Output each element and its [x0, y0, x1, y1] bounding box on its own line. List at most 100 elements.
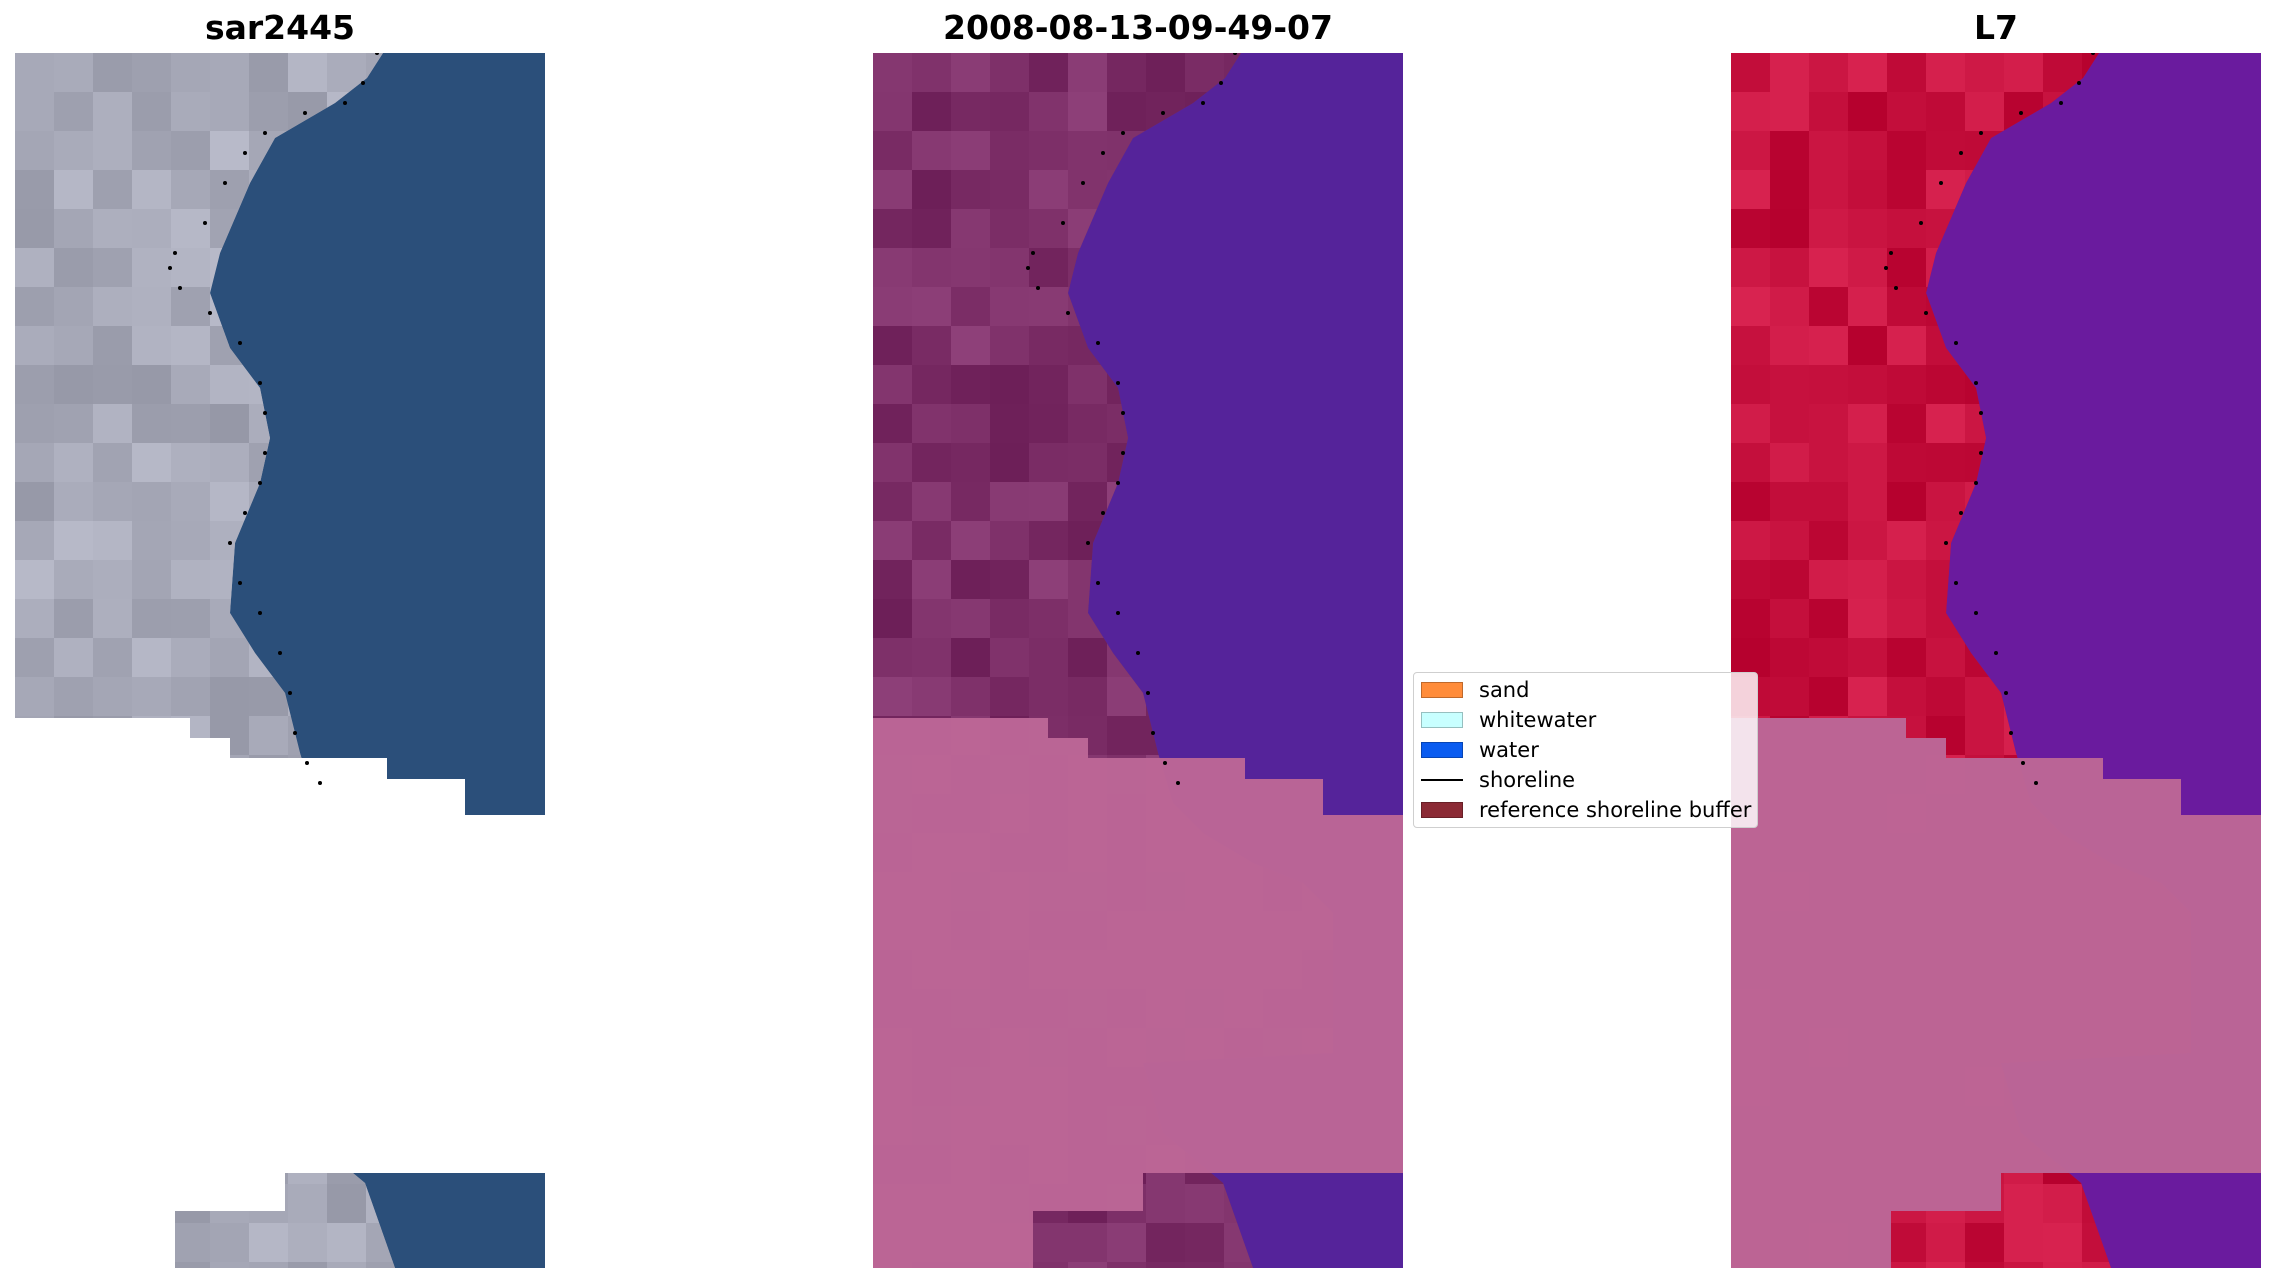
- shoreline-point: [1959, 511, 1963, 515]
- shoreline-point: [1974, 381, 1978, 385]
- legend-item-sand: sand: [1421, 676, 1529, 704]
- shoreline-point: [238, 341, 242, 345]
- shoreline-point: [223, 181, 227, 185]
- shoreline: [168, 53, 379, 785]
- shoreline-point: [2019, 111, 2023, 115]
- shoreline: [1884, 53, 2095, 785]
- reference-shoreline-buffer: [873, 718, 1403, 1268]
- legend-item-water: water: [1421, 736, 1539, 764]
- legend-label-water: water: [1479, 738, 1539, 762]
- shoreline-point: [1116, 481, 1120, 485]
- shoreline-point: [1101, 151, 1105, 155]
- shoreline-point: [1116, 611, 1120, 615]
- false-color-image: [1731, 53, 2261, 1268]
- shoreline-point: [1233, 53, 1237, 55]
- shoreline-point: [228, 541, 232, 545]
- shoreline-point: [1136, 651, 1140, 655]
- shoreline-point: [263, 451, 267, 455]
- shoreline-point: [258, 381, 262, 385]
- legend-swatch-sand: [1421, 682, 1463, 698]
- legend-label-shoreline: shoreline: [1479, 768, 1576, 792]
- shoreline-point: [178, 286, 182, 290]
- legend-swatch-reference-shoreline-buffer: [1421, 802, 1463, 818]
- legend-label-whitewater: whitewater: [1479, 708, 1597, 732]
- shoreline-point: [1121, 411, 1125, 415]
- classified-image: [873, 53, 1403, 1268]
- legend-item-reference-shoreline-buffer: reference shoreline buffer: [1421, 796, 1751, 824]
- legend-swatch-whitewater: [1421, 712, 1463, 728]
- shoreline-point: [1979, 131, 1983, 135]
- shoreline-point: [288, 691, 292, 695]
- shoreline-point: [2059, 101, 2063, 105]
- shoreline-point: [1086, 541, 1090, 545]
- legend-swatch-shoreline: [1421, 779, 1463, 781]
- shoreline-point: [258, 611, 262, 615]
- rgb-satellite-image: [15, 53, 545, 1268]
- shoreline-point: [1884, 266, 1888, 270]
- shoreline: [1026, 53, 1237, 785]
- shoreline-point: [1151, 731, 1155, 735]
- shoreline-point: [1146, 691, 1150, 695]
- shoreline-point: [1161, 111, 1165, 115]
- shoreline-point: [258, 481, 262, 485]
- legend-item-shoreline: shoreline: [1421, 766, 1575, 794]
- shoreline-point: [1101, 511, 1105, 515]
- shoreline-point: [2009, 731, 2013, 735]
- shoreline-point: [293, 731, 297, 735]
- shoreline-point: [263, 131, 267, 135]
- shoreline-point: [1894, 286, 1898, 290]
- shoreline-point: [208, 311, 212, 315]
- shoreline-point: [1994, 651, 1998, 655]
- shoreline-point: [303, 111, 307, 115]
- shoreline-point: [1979, 411, 1983, 415]
- shoreline-point: [238, 581, 242, 585]
- legend-label-reference-shoreline-buffer: reference shoreline buffer: [1479, 798, 1752, 822]
- legend: sand whitewater water shoreline referenc…: [1413, 672, 1758, 828]
- shoreline-point: [1121, 131, 1125, 135]
- panel-title-l7: L7: [1974, 8, 2018, 47]
- shoreline-point: [1176, 781, 1180, 785]
- shoreline-point: [1974, 611, 1978, 615]
- shoreline-point: [343, 101, 347, 105]
- reference-shoreline-buffer: [1731, 718, 2261, 1268]
- shoreline-point: [1096, 581, 1100, 585]
- shoreline-point: [243, 511, 247, 515]
- shoreline-point: [1959, 151, 1963, 155]
- shoreline-point: [1026, 266, 1030, 270]
- shoreline-point: [1889, 251, 1893, 255]
- shoreline-point: [1081, 181, 1085, 185]
- shoreline-point: [1944, 541, 1948, 545]
- shoreline-point: [1219, 81, 1223, 85]
- shoreline-point: [2034, 781, 2038, 785]
- legend-label-sand: sand: [1479, 678, 1530, 702]
- shoreline-point: [2091, 53, 2095, 55]
- legend-swatch-water: [1421, 742, 1463, 758]
- shoreline-point: [1924, 311, 1928, 315]
- shoreline-point: [263, 411, 267, 415]
- panel-title-classification: 2008-08-13-09-49-07: [943, 8, 1333, 47]
- shoreline-point: [1974, 481, 1978, 485]
- shoreline-point: [1979, 451, 1983, 455]
- shoreline-point: [278, 651, 282, 655]
- shoreline-point: [2077, 81, 2081, 85]
- shoreline-point: [1954, 581, 1958, 585]
- shoreline-point: [361, 81, 365, 85]
- panel-title-rgb: sar2445: [204, 8, 356, 47]
- shoreline-point: [203, 221, 207, 225]
- shoreline-point: [375, 53, 379, 55]
- shoreline-point: [1939, 181, 1943, 185]
- shoreline-point: [1163, 761, 1167, 765]
- shoreline-point: [2021, 761, 2025, 765]
- shoreline-point: [1061, 221, 1065, 225]
- shoreline-point: [305, 761, 309, 765]
- shoreline-point: [318, 781, 322, 785]
- legend-item-whitewater: whitewater: [1421, 706, 1596, 734]
- shoreline-point: [1121, 451, 1125, 455]
- shoreline-point: [1066, 311, 1070, 315]
- shoreline-point: [168, 266, 172, 270]
- shoreline-point: [1201, 101, 1205, 105]
- shoreline-point: [1096, 341, 1100, 345]
- no-data-mask: [15, 718, 545, 1268]
- shoreline-point: [173, 251, 177, 255]
- shoreline-point: [1031, 251, 1035, 255]
